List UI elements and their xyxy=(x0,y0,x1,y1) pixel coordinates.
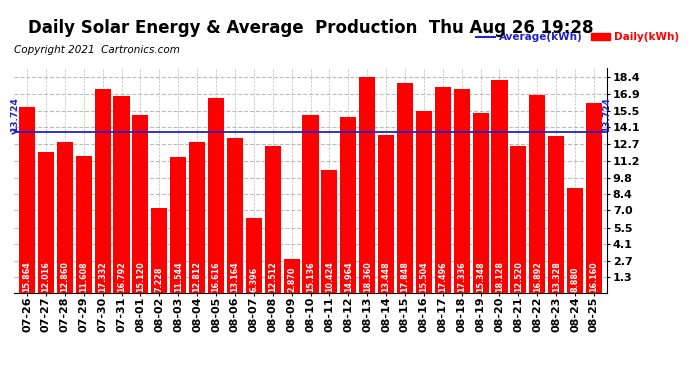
Text: 18.360: 18.360 xyxy=(363,261,372,292)
Text: 12.016: 12.016 xyxy=(41,261,50,292)
Bar xyxy=(378,135,394,292)
Text: Copyright 2021  Cartronics.com: Copyright 2021 Cartronics.com xyxy=(14,45,179,55)
Bar xyxy=(57,142,73,292)
Bar xyxy=(227,138,243,292)
Bar xyxy=(265,146,281,292)
Text: 10.424: 10.424 xyxy=(325,261,334,292)
Text: 12.520: 12.520 xyxy=(514,261,523,292)
Bar xyxy=(359,77,375,292)
Bar xyxy=(170,157,186,292)
Text: 13.724: 13.724 xyxy=(10,97,19,132)
Text: 13.328: 13.328 xyxy=(552,261,561,292)
Legend: Average(kWh), Daily(kWh): Average(kWh), Daily(kWh) xyxy=(476,32,679,42)
Bar xyxy=(95,89,110,292)
Bar xyxy=(208,98,224,292)
Bar xyxy=(511,146,526,292)
Text: 15.120: 15.120 xyxy=(136,261,145,292)
Text: 13.724: 13.724 xyxy=(602,97,611,132)
Text: 17.848: 17.848 xyxy=(400,261,409,292)
Text: 12.812: 12.812 xyxy=(193,261,201,292)
Bar xyxy=(322,170,337,292)
Bar xyxy=(416,111,432,292)
Text: 17.332: 17.332 xyxy=(98,261,107,292)
Text: Daily Solar Energy & Average  Production  Thu Aug 26 19:28: Daily Solar Energy & Average Production … xyxy=(28,19,593,37)
Text: 14.964: 14.964 xyxy=(344,261,353,292)
Bar xyxy=(76,156,92,292)
Bar xyxy=(435,87,451,292)
Text: 13.164: 13.164 xyxy=(230,261,239,292)
Text: 15.136: 15.136 xyxy=(306,261,315,292)
Bar xyxy=(246,217,262,292)
Text: 16.616: 16.616 xyxy=(212,261,221,292)
Text: 16.892: 16.892 xyxy=(533,261,542,292)
Bar xyxy=(151,208,168,292)
Text: 17.336: 17.336 xyxy=(457,261,466,292)
Text: 7.228: 7.228 xyxy=(155,266,164,292)
Text: 15.864: 15.864 xyxy=(23,261,32,292)
Bar xyxy=(491,80,508,292)
Bar xyxy=(567,188,583,292)
Text: 11.544: 11.544 xyxy=(174,261,183,292)
Text: 11.608: 11.608 xyxy=(79,261,88,292)
Bar xyxy=(548,136,564,292)
Text: 18.128: 18.128 xyxy=(495,261,504,292)
Bar xyxy=(529,94,545,292)
Bar xyxy=(189,142,205,292)
Text: 16.160: 16.160 xyxy=(589,261,598,292)
Bar xyxy=(19,106,35,292)
Text: 13.448: 13.448 xyxy=(382,261,391,292)
Bar xyxy=(473,112,489,292)
Bar xyxy=(284,259,299,292)
Bar xyxy=(113,96,130,292)
Text: 16.792: 16.792 xyxy=(117,261,126,292)
Bar xyxy=(586,103,602,292)
Bar xyxy=(302,115,319,292)
Text: 17.496: 17.496 xyxy=(438,261,447,292)
Text: 6.396: 6.396 xyxy=(249,266,258,292)
Text: 12.860: 12.860 xyxy=(60,261,69,292)
Text: 15.504: 15.504 xyxy=(420,261,428,292)
Text: 8.880: 8.880 xyxy=(571,266,580,292)
Text: 2.870: 2.870 xyxy=(287,266,296,292)
Text: 12.512: 12.512 xyxy=(268,261,277,292)
Bar xyxy=(397,83,413,292)
Text: 15.348: 15.348 xyxy=(476,261,485,292)
Bar xyxy=(132,116,148,292)
Bar xyxy=(453,89,470,292)
Bar xyxy=(38,152,54,292)
Bar xyxy=(340,117,356,292)
